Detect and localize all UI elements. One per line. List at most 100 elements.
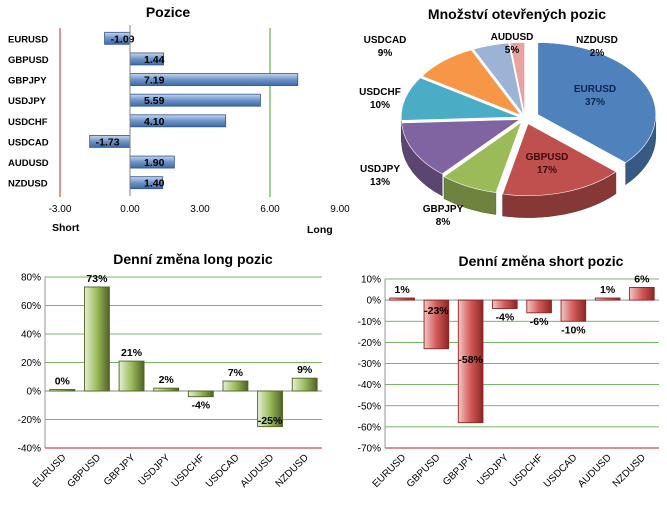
category-label: GBPJPY	[102, 452, 138, 488]
y-tick-label: 60%	[21, 301, 41, 312]
value-label: 6%	[634, 273, 650, 285]
bar-gbpusd	[84, 287, 109, 391]
value-label: 7%	[228, 367, 244, 379]
pie-value-audusd: 5%	[505, 45, 520, 56]
bar-usdjpy	[493, 300, 518, 308]
daily-long-change-svg: Denní změna long pozic -40% -20% 0% 20% 40% 6…	[0, 243, 333, 511]
daily-short-change-svg: Denní změna short pozic -70% -60% -50% -40%…	[333, 243, 667, 511]
pie-label-usdjpy: USDJPY	[360, 164, 400, 175]
category-label: NZDUSD	[274, 452, 311, 489]
category-label: USDCHF	[508, 452, 545, 489]
pie-label-nzdusd: NZDUSD	[576, 35, 618, 46]
y-tick-label: -50%	[358, 401, 381, 412]
y-tick-label: 80%	[21, 273, 41, 284]
daily-short-title: Denní změna short pozic	[459, 253, 624, 269]
category-label: USDJPY	[8, 96, 47, 107]
pie-label-gbpusd: GBPUSD	[526, 152, 569, 163]
x-tick-label: 0.00	[120, 204, 140, 215]
pie-value-nzdusd: 2%	[590, 48, 605, 59]
bar-nzdusd	[630, 287, 655, 300]
value-label: 21%	[121, 347, 143, 359]
x-tick-label: -3.00	[49, 204, 72, 215]
bar-audusd	[595, 298, 620, 300]
value-label: 73%	[86, 273, 108, 285]
category-label: GBPJPY	[8, 76, 47, 87]
pie-value-eurusd: 37%	[585, 97, 605, 108]
value-label: 1.44	[144, 54, 165, 66]
positions-title: Pozice	[146, 4, 191, 20]
value-label: 1.90	[144, 157, 165, 169]
bar-usdcad	[561, 300, 586, 321]
bar-usdcad	[223, 381, 248, 391]
category-label: USDJPY	[137, 452, 173, 488]
bar-usdchf	[188, 391, 213, 397]
y-tick-label: -20%	[18, 415, 41, 426]
category-label: GBPUSD	[405, 452, 443, 490]
x-tick-label: 3.00	[190, 204, 210, 215]
bar-gbpjpy	[119, 361, 144, 391]
category-label: USDJPY	[475, 452, 511, 488]
value-label: -58%	[458, 354, 483, 366]
category-label: AUDUSD	[8, 158, 49, 169]
value-label: 2%	[159, 374, 175, 386]
open-positions-pie-svg: Množství otevřených pozic EURUSD37%GBPUS…	[345, 0, 667, 240]
category-label: EURUSD	[31, 452, 69, 490]
y-tick-label: 0%	[27, 387, 42, 398]
value-label: -4%	[191, 400, 210, 412]
category-label: GBPUSD	[65, 452, 103, 490]
pie-value-usdjpy: 13%	[370, 177, 390, 188]
pie-label-usdcad: USDCAD	[364, 35, 407, 46]
bar-eurusd	[390, 298, 415, 300]
y-tick-label: -60%	[358, 422, 381, 433]
value-label: 4.10	[144, 116, 165, 128]
y-tick-label: -40%	[18, 444, 41, 455]
value-label: -6%	[530, 316, 549, 328]
category-label: NZDUSD	[8, 179, 48, 190]
value-label: 1%	[395, 284, 411, 296]
y-tick-label: -40%	[358, 380, 381, 391]
bar-eurusd	[50, 390, 75, 392]
y-tick-label: 40%	[21, 330, 41, 341]
category-label: EURUSD	[8, 34, 48, 45]
value-label: -10%	[561, 324, 586, 336]
value-label: 7.19	[144, 75, 165, 87]
category-label: AUDUSD	[239, 452, 277, 490]
y-tick-label: -20%	[358, 338, 381, 349]
category-label: USDCAD	[8, 137, 49, 148]
value-label: -25%	[258, 415, 283, 427]
category-label: AUDUSD	[576, 452, 614, 490]
daily-short-change-chart: Denní změna short pozic -70% -60% -50% -40%…	[333, 243, 667, 511]
y-tick-label: -70%	[358, 444, 381, 455]
y-tick-label: 10%	[361, 275, 381, 286]
value-label: -1.73	[96, 136, 120, 148]
long-label: Long	[307, 224, 333, 236]
pie-value-usdchf: 10%	[370, 100, 390, 111]
category-label: USDCHF	[170, 452, 207, 489]
short-label: Short	[52, 222, 80, 234]
category-label: NZDUSD	[611, 452, 648, 489]
category-label: USDCAD	[204, 452, 242, 490]
category-label: EURUSD	[371, 452, 409, 490]
y-tick-label: 20%	[21, 358, 41, 369]
value-label: 5.59	[144, 95, 165, 107]
daily-long-title: Denní změna long pozic	[113, 251, 273, 267]
value-label: 1.40	[144, 178, 165, 190]
value-label: 0%	[55, 376, 71, 388]
y-tick-label: -30%	[358, 359, 381, 370]
y-tick-label: -10%	[358, 317, 381, 328]
pie-label-eurusd: EURUSD	[574, 84, 616, 95]
pie-label-usdchf: USDCHF	[359, 87, 401, 98]
bar-usdchf	[527, 300, 552, 313]
value-label: 1%	[600, 284, 616, 296]
category-label: USDCAD	[542, 452, 580, 490]
pie-label-gbpjpy: GBPJPY	[423, 204, 464, 215]
category-label: GBPUSD	[8, 55, 49, 66]
x-tick-label: 6.00	[260, 204, 280, 215]
category-label: USDCHF	[8, 117, 48, 128]
bar-usdjpy	[154, 388, 179, 391]
pie-value-usdcad: 9%	[378, 48, 393, 59]
y-tick-label: 0%	[367, 296, 382, 307]
